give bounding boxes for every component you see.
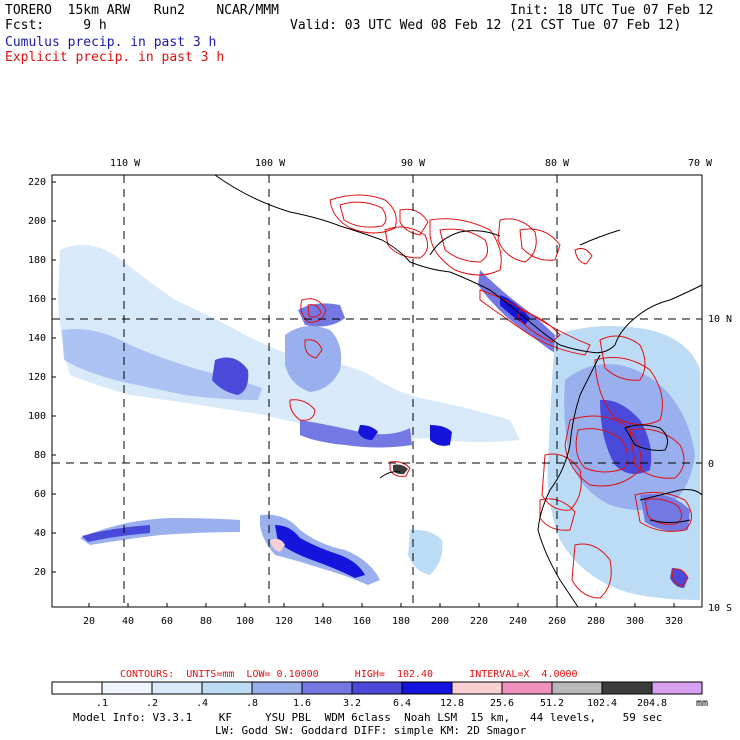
forecast-hour: Fcst: 9 h xyxy=(5,18,107,33)
colorbar-label: .4 xyxy=(196,698,208,709)
valid-time: Valid: 03 UTC Wed 08 Feb 12 (21 CST Tue … xyxy=(290,18,682,33)
lon-label-80w: 80 W xyxy=(545,158,570,169)
colorbar-label: 1.6 xyxy=(293,698,311,709)
y-tick-label: 140 xyxy=(28,333,46,344)
lat-label-0: 0 xyxy=(708,459,714,470)
y-tick-label: 40 xyxy=(34,528,46,539)
lat-label-10n: 10 N xyxy=(708,314,732,325)
x-tick-label: 60 xyxy=(161,616,173,627)
colorbar-swatch xyxy=(101,681,153,695)
field-cumulus-label: Cumulus precip. in past 3 h xyxy=(5,35,217,50)
run-title: TORERO 15km ARW Run2 NCAR/MMM xyxy=(5,3,279,18)
colorbar xyxy=(51,681,703,695)
colorbar-swatch xyxy=(451,681,503,695)
model-info-line1: Model Info: V3.3.1 KF YSU PBL WDM 6class… xyxy=(73,711,663,724)
y-tick-label: 220 xyxy=(28,177,46,188)
x-tick-label: 120 xyxy=(275,616,293,627)
colorbar-swatch xyxy=(501,681,553,695)
x-tick-label: 180 xyxy=(392,616,410,627)
model-info-line2: LW: Godd SW: Goddard DIFF: simple KM: 2D… xyxy=(215,724,527,737)
lon-label-100w: 100 W xyxy=(255,158,286,169)
colorbar-swatch xyxy=(651,681,703,695)
colorbar-label: 204.8 xyxy=(637,698,667,709)
x-tick-label: 20 xyxy=(83,616,95,627)
lon-label-90w: 90 W xyxy=(401,158,426,169)
lon-label-70w: 70 W xyxy=(688,158,713,169)
field-explicit-label: Explicit precip. in past 3 h xyxy=(5,50,225,65)
x-tick-label: 100 xyxy=(236,616,254,627)
x-tick-label: 220 xyxy=(470,616,488,627)
x-tick-label: 260 xyxy=(548,616,566,627)
y-tick-label: 180 xyxy=(28,255,46,266)
x-tick-label: 80 xyxy=(200,616,212,627)
colorbar-label: .8 xyxy=(246,698,258,709)
colorbar-label: 25.6 xyxy=(490,698,514,709)
y-tick-label: 80 xyxy=(34,450,46,461)
coastlines xyxy=(214,174,703,608)
lon-label-110w: 110 W xyxy=(110,158,141,169)
colorbar-label: 12.8 xyxy=(440,698,464,709)
colorbar-swatch xyxy=(51,681,103,695)
colorbar-labels: .1 .2 .4 .8 1.6 3.2 6.4 12.8 25.6 51.2 102.4 204.8 xyxy=(96,698,667,709)
x-tick-label: 140 xyxy=(314,616,332,627)
y-tick-label: 60 xyxy=(34,489,46,500)
x-tick-label: 320 xyxy=(665,616,683,627)
colorbar-swatch xyxy=(351,681,403,695)
colorbar-swatch xyxy=(601,681,653,695)
colorbar-swatch xyxy=(151,681,203,695)
y-tick-label: 20 xyxy=(34,567,46,578)
y-tick-label: 200 xyxy=(28,216,46,227)
x-tick-label: 300 xyxy=(626,616,644,627)
colorbar-label: .2 xyxy=(146,698,158,709)
graticule xyxy=(52,175,702,607)
colorbar-label: 102.4 xyxy=(587,698,617,709)
y-tick-label: 100 xyxy=(28,411,46,422)
init-time: Init: 18 UTC Tue 07 Feb 12 xyxy=(510,3,714,18)
colorbar-label: 6.4 xyxy=(393,698,411,709)
x-tick-label: 160 xyxy=(353,616,371,627)
colorbar-swatch xyxy=(301,681,353,695)
colorbar-swatch xyxy=(551,681,603,695)
colorbar-swatch xyxy=(401,681,453,695)
x-tick-label: 240 xyxy=(509,616,527,627)
colorbar-unit: mm xyxy=(696,698,708,709)
x-tick-label: 280 xyxy=(587,616,605,627)
colorbar-swatch xyxy=(251,681,303,695)
y-tick-label: 120 xyxy=(28,372,46,383)
colorbar-swatch xyxy=(201,681,253,695)
y-tick-label: 160 xyxy=(28,294,46,305)
colorbar-label: .1 xyxy=(96,698,108,709)
x-tick-label: 200 xyxy=(431,616,449,627)
colorbar-label: 3.2 xyxy=(343,698,361,709)
tick-marks xyxy=(52,181,675,607)
explicit-precip-contours xyxy=(289,194,692,599)
x-tick-label: 40 xyxy=(122,616,134,627)
contour-info: CONTOURS: UNITS=mm LOW= 0.10000 HIGH= 10… xyxy=(120,669,578,680)
lat-label-10s: 10 S xyxy=(708,603,732,614)
colorbar-label: 51.2 xyxy=(540,698,564,709)
